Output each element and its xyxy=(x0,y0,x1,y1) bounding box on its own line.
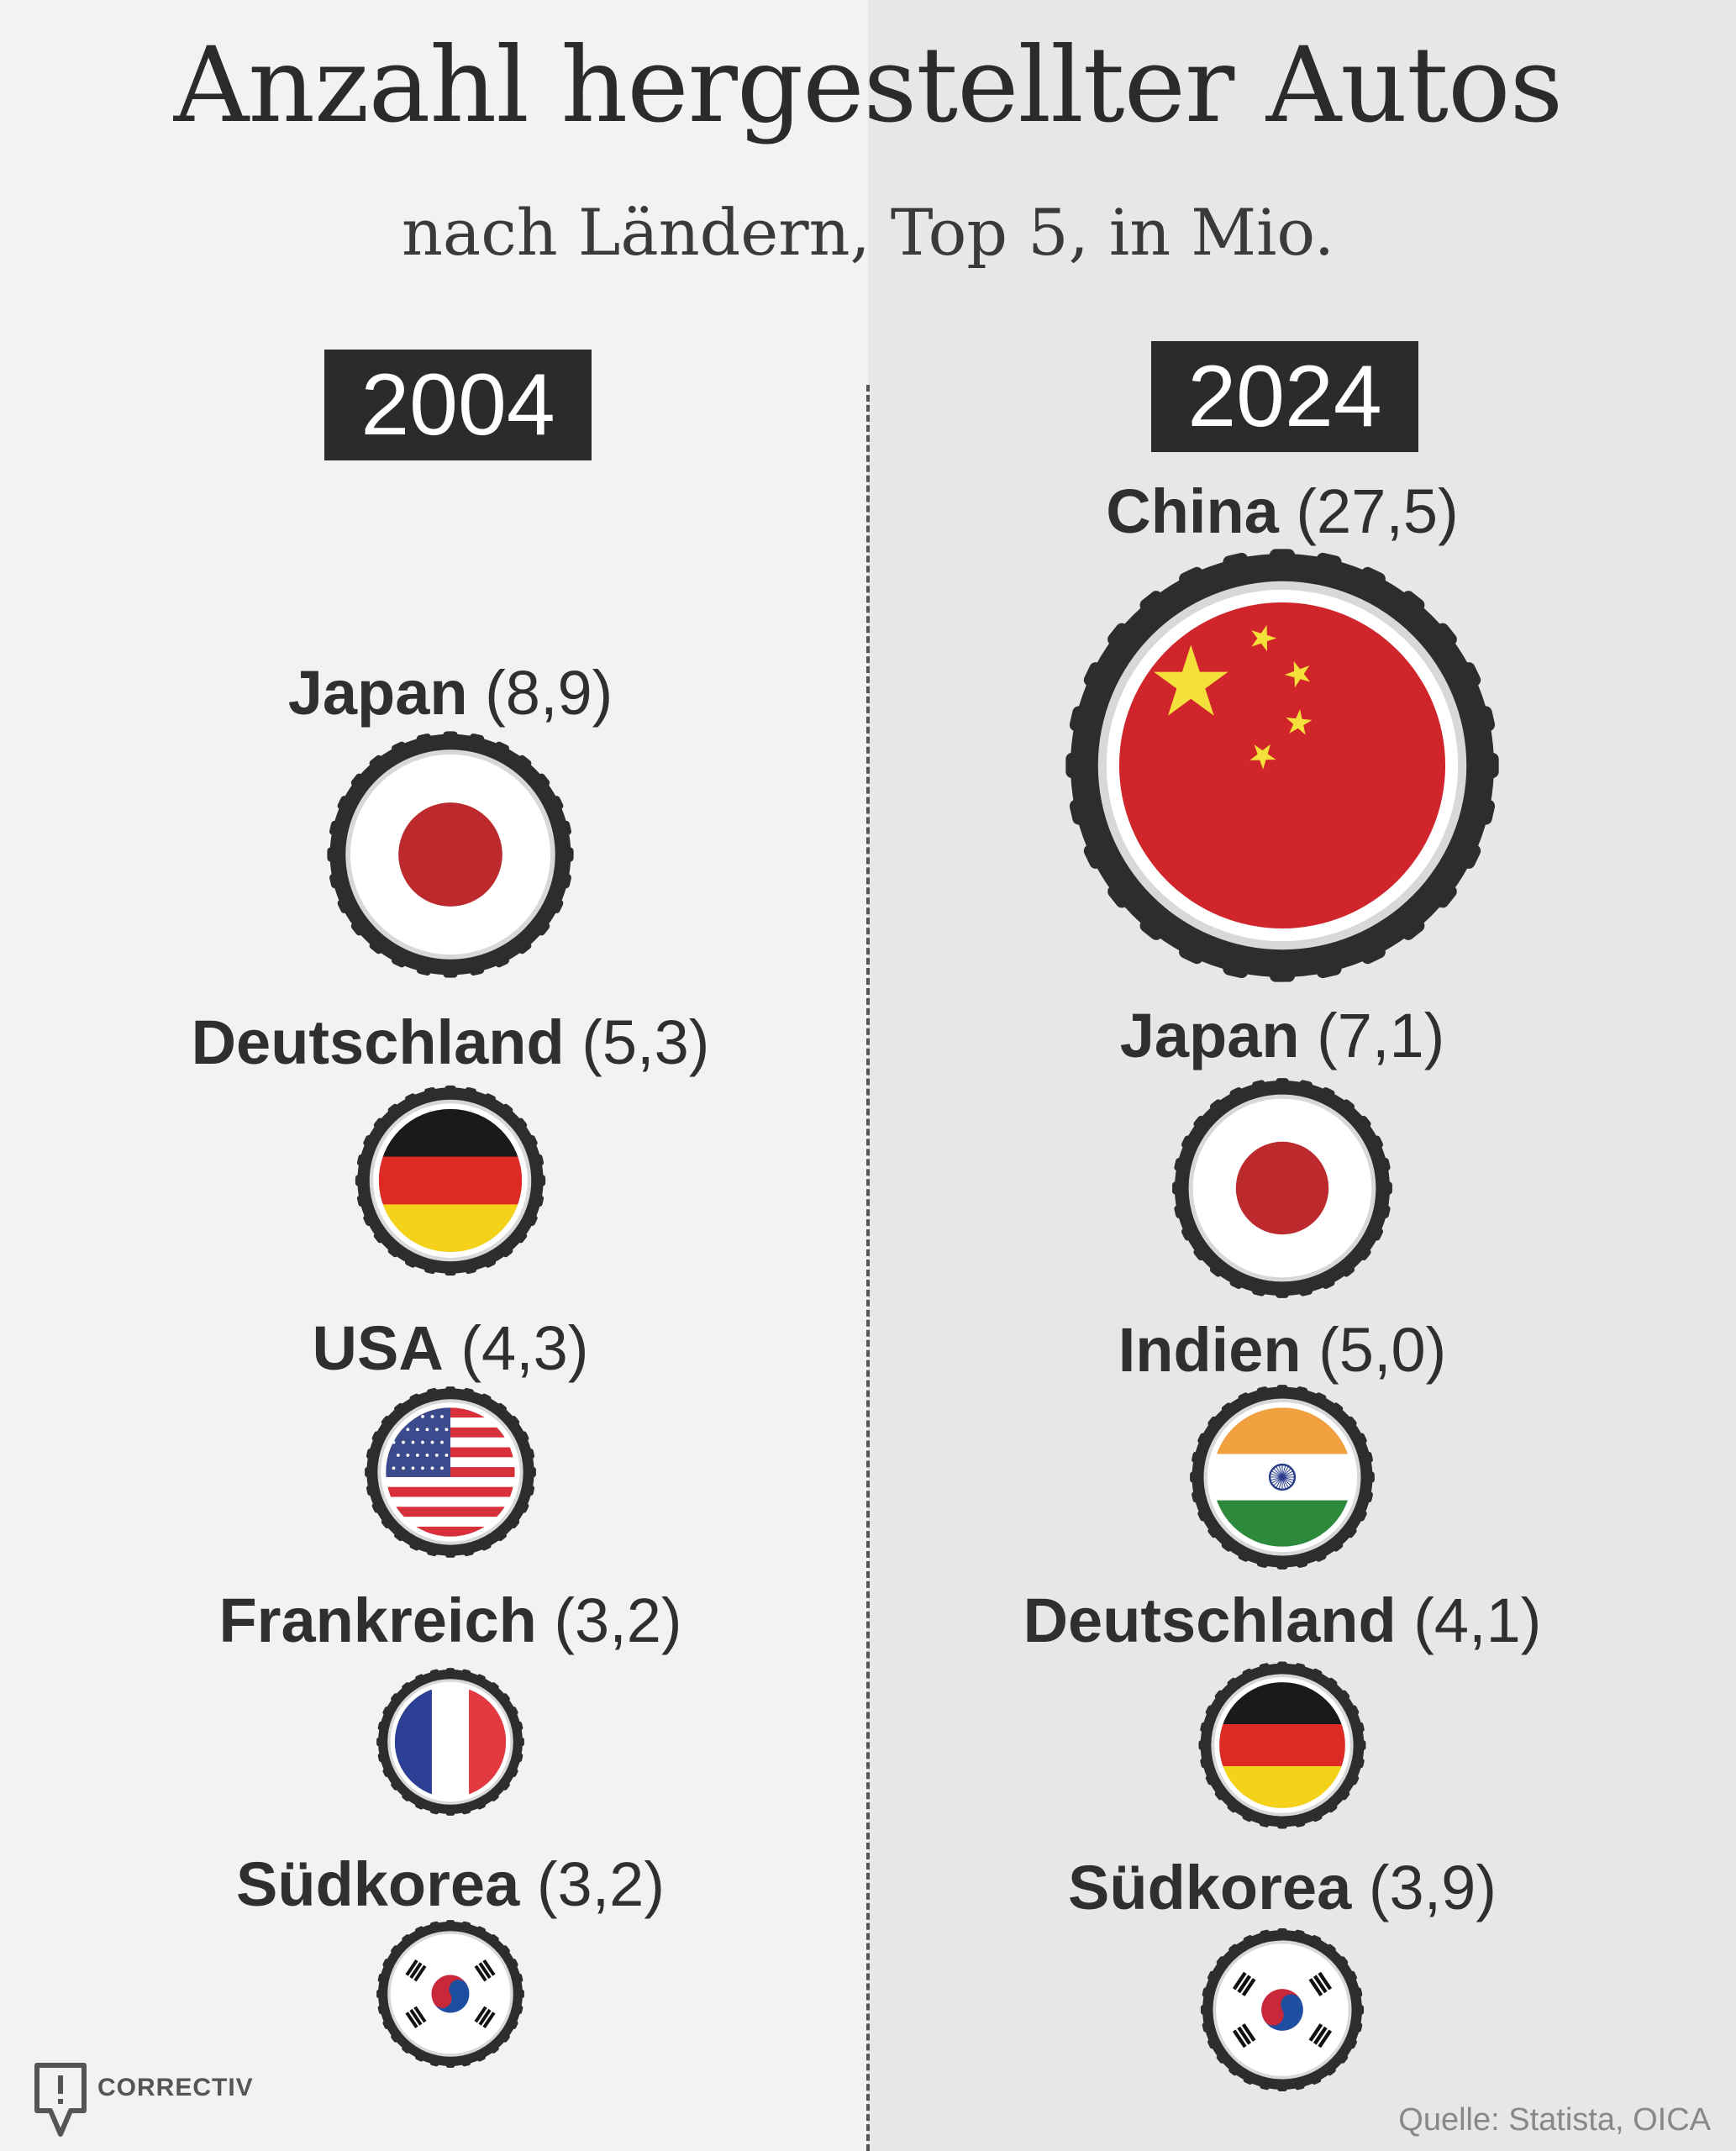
wheel-2024-deutschland xyxy=(1198,1661,1366,1829)
germany-flag-icon xyxy=(378,1108,523,1253)
usa-flag-icon xyxy=(386,1407,515,1537)
france-flag-icon xyxy=(394,1686,507,1798)
chart-title: Anzahl hergestellter Autos xyxy=(173,25,1563,146)
label-2024-indien: Indien (5,0) xyxy=(1118,1315,1447,1385)
japan-flag-icon xyxy=(357,761,544,948)
label-2004-deutschland: Deutschland (5,3) xyxy=(191,1007,710,1077)
germany-flag-icon xyxy=(1219,1682,1345,1808)
label-2004-frankreich: Frankreich (3,2) xyxy=(218,1586,682,1655)
wheel-2024-china xyxy=(1065,549,1499,982)
wheel-2024-südkorea xyxy=(1200,1927,1365,2092)
chart-subtitle: nach Ländern, Top 5, in Mio. xyxy=(401,195,1334,270)
label-2004-usa: USA (4,3) xyxy=(312,1313,589,1383)
south-korea-flag-icon xyxy=(1220,1948,1344,2072)
china-flag-icon xyxy=(1118,602,1446,929)
wheel-2004-usa xyxy=(365,1386,536,1558)
wheel-2004-südkorea xyxy=(376,1920,524,2068)
correctiv-logo-text: CORRECTIV xyxy=(97,2074,254,2101)
wheel-2004-frankreich xyxy=(376,1668,524,1816)
label-2024-deutschland: Deutschland (4,1) xyxy=(1023,1586,1542,1655)
column-divider xyxy=(866,385,870,2151)
wheel-2024-indien xyxy=(1190,1385,1375,1570)
japan-flag-icon xyxy=(1199,1105,1365,1271)
label-2024-suedkorea: Südkorea (3,9) xyxy=(1068,1853,1497,1922)
south-korea-flag-icon xyxy=(394,1938,507,2050)
label-2004-japan: Japan (8,9) xyxy=(287,658,613,728)
wheel-2024-japan xyxy=(1172,1078,1392,1298)
label-2004-suedkorea: Südkorea (3,2) xyxy=(236,1849,665,1919)
wheel-2004-japan xyxy=(327,731,574,978)
india-flag-icon xyxy=(1213,1407,1352,1547)
year-badge-2004: 2004 xyxy=(324,350,592,460)
year-badge-2024: 2024 xyxy=(1151,341,1418,452)
label-2024-china: China (27,5) xyxy=(1106,476,1459,546)
source-note: Quelle: Statista, OICA xyxy=(1398,2102,1711,2138)
correctiv-logo-icon xyxy=(34,2063,87,2137)
wheel-2004-deutschland xyxy=(355,1085,546,1276)
label-2024-japan: Japan (7,1) xyxy=(1119,1001,1445,1070)
